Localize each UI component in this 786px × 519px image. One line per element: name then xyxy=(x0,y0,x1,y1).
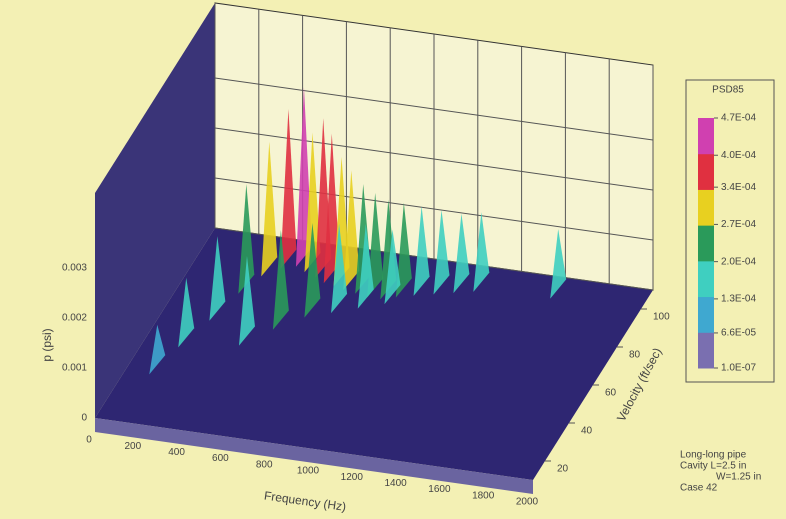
note: Cavity L=2.5 in xyxy=(680,461,746,472)
depth-tick-label: 60 xyxy=(605,388,617,399)
x-tick-label: 2000 xyxy=(516,497,539,508)
depth-tick-label: 100 xyxy=(653,312,670,323)
peak xyxy=(238,184,255,294)
x-tick-label: 1400 xyxy=(384,478,407,489)
colorbar-swatch xyxy=(698,225,714,262)
colorbar-tick-label: 1.3E-04 xyxy=(721,294,756,305)
colorbar-title: PSD85 xyxy=(712,85,744,96)
peak xyxy=(473,212,490,292)
x-tick-label: 800 xyxy=(256,459,273,470)
peak xyxy=(149,324,166,375)
peak xyxy=(453,213,470,294)
x-tick-label: 1000 xyxy=(297,466,320,477)
peak xyxy=(550,229,567,299)
colorbar-tick-label: 1.0E-07 xyxy=(721,363,756,374)
colorbar-tick-label: 4.7E-04 xyxy=(721,113,756,124)
colorbar-tick-label: 2.7E-04 xyxy=(721,219,756,230)
colorbar-swatch xyxy=(698,332,714,369)
y-tick-label: 0.001 xyxy=(62,363,87,374)
y-tick-label: 0 xyxy=(81,413,87,424)
left-wall xyxy=(95,3,215,418)
peak xyxy=(384,229,401,305)
y-tick-label: 0.002 xyxy=(62,313,87,324)
note: Case 42 xyxy=(680,483,718,494)
x-tick-label: 600 xyxy=(212,453,229,464)
depth-tick-label: 20 xyxy=(557,464,569,475)
peak xyxy=(343,170,360,291)
x-tick-label: 200 xyxy=(124,441,141,452)
colorbar-swatch xyxy=(698,189,714,226)
floor xyxy=(95,228,653,480)
colorbar-tick-label: 3.4E-04 xyxy=(721,182,756,193)
peak xyxy=(433,209,450,295)
peak xyxy=(323,133,340,284)
depth-tick-label: 80 xyxy=(629,350,641,361)
peak xyxy=(272,230,289,330)
x-tick-label: 400 xyxy=(168,447,185,458)
x-tick-label: 1200 xyxy=(341,472,364,483)
colorbar-swatch xyxy=(698,118,714,155)
peak xyxy=(357,224,374,309)
peak xyxy=(238,256,255,346)
x-tick-label: 0 xyxy=(86,435,92,446)
peak xyxy=(304,132,321,273)
y-axis-label: p (psi) xyxy=(40,328,54,361)
floor-edge xyxy=(95,418,533,494)
x-tick-label: 1600 xyxy=(428,484,451,495)
colorbar-frame xyxy=(685,79,775,383)
depth-tick-label: 40 xyxy=(581,426,593,437)
colorbar-swatch xyxy=(698,260,714,298)
x-axis-label: Frequency (Hz) xyxy=(263,488,347,513)
peak xyxy=(304,223,321,318)
x-tick-label: 1800 xyxy=(472,490,495,501)
peak xyxy=(280,109,297,269)
colorbar-tick-label: 6.6E-05 xyxy=(721,328,756,339)
colorbar-swatch xyxy=(698,296,714,333)
peak xyxy=(209,236,226,321)
peak xyxy=(331,223,348,314)
note: W=1.25 in xyxy=(716,472,761,483)
y-tick-label: 0.003 xyxy=(62,263,87,274)
colorbar-swatch xyxy=(698,153,714,190)
grid-line xyxy=(214,77,654,141)
note: Long-long pipe xyxy=(680,450,747,461)
peak xyxy=(261,141,278,277)
peak xyxy=(178,277,195,348)
colorbar-tick-label: 2.0E-04 xyxy=(721,256,756,267)
peak xyxy=(413,206,430,296)
colorbar-tick-label: 4.0E-04 xyxy=(721,150,756,161)
peak xyxy=(395,202,412,298)
